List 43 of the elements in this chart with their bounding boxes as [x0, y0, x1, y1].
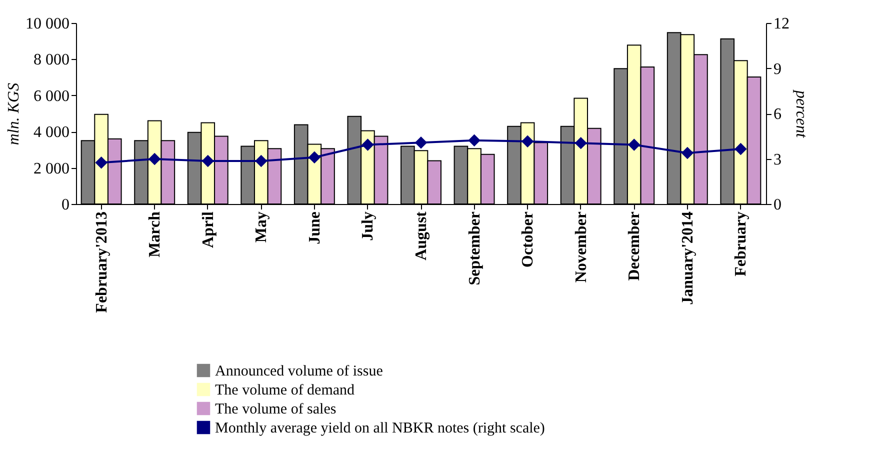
point: [681, 146, 694, 160]
y-axis-title: mln. KGS: [6, 82, 22, 146]
point: [574, 136, 587, 150]
x-tick-label: December: [626, 212, 644, 281]
x-tick-label: April: [200, 210, 217, 248]
point: [148, 152, 161, 166]
x-tick-label: January'2014: [679, 212, 696, 305]
y2-tick-label: 9: [774, 60, 782, 78]
y-tick-label: 10 000: [26, 16, 70, 32]
y-tick-label: 4 000: [34, 124, 70, 142]
point: [734, 142, 747, 156]
point: [414, 136, 428, 149]
y-tick-label: 6 000: [34, 88, 70, 105]
y2-tick-label: 12: [774, 16, 790, 32]
legend-label: The volume of sales: [215, 402, 336, 418]
x-tick-label: November: [572, 212, 590, 283]
point: [308, 151, 321, 164]
x-tick-label: August: [413, 210, 430, 260]
legend-label: Announced volume of issue: [215, 364, 384, 380]
point: [95, 156, 108, 169]
point: [468, 134, 480, 146]
legend-label: Monthly average yield on all NBKR notes (right scale): [215, 420, 545, 436]
point: [362, 138, 374, 151]
x-tick-label: May: [253, 212, 270, 243]
y-tick-label: 8 000: [34, 52, 70, 69]
x-tick-label: October: [520, 212, 537, 268]
y2-tick-label: 6: [774, 106, 782, 123]
y-tick-label: 0: [62, 196, 70, 214]
y2-axis-title: percent: [792, 89, 810, 138]
legend-label: The volume of demand: [215, 382, 356, 398]
x-tick-label: September: [466, 212, 484, 286]
point: [202, 154, 214, 168]
y-tick-label: 2 000: [34, 160, 70, 178]
x-tick-label: February'2013: [93, 212, 110, 313]
x-tick-label: June: [306, 212, 324, 244]
x-tick-label: February: [732, 212, 750, 276]
x-tick-label: March: [146, 211, 164, 258]
point: [521, 135, 534, 148]
y2-tick-label: 3: [774, 151, 782, 168]
point: [628, 138, 640, 151]
x-tick-label: July: [360, 212, 377, 241]
point: [255, 154, 268, 168]
y2-tick-label: 0: [774, 196, 782, 214]
